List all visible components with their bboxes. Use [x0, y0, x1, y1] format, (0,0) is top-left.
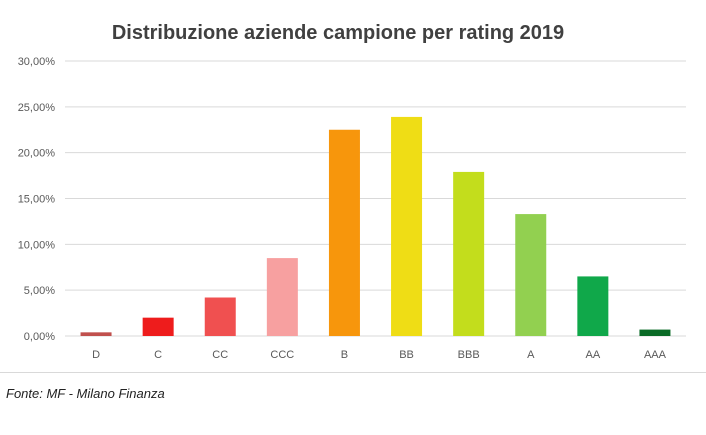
- x-tick-label: A: [527, 349, 535, 361]
- bar-aaa: [639, 329, 671, 336]
- gridlines: [65, 60, 686, 337]
- bar-c: [142, 317, 174, 336]
- chart-title: Distribuzione aziende campione per ratin…: [112, 22, 564, 44]
- y-tick-label: 20,00%: [18, 148, 56, 160]
- bar-bbb: [453, 171, 485, 336]
- bar-aa: [577, 276, 609, 336]
- source-note: Fonte: MF - Milano Finanza: [6, 386, 165, 401]
- x-axis-ticks: D C CC CCC B BB BBB A AA AAA: [92, 349, 667, 361]
- x-tick-label: BBB: [458, 349, 480, 361]
- y-tick-label: 10,00%: [18, 239, 56, 251]
- y-tick-label: 15,00%: [18, 194, 56, 206]
- y-tick-label: 30,00%: [18, 56, 56, 68]
- bar-bb: [391, 116, 423, 337]
- y-tick-label: 0,00%: [24, 331, 55, 343]
- chart-frame: Distribuzione aziende campione per ratin…: [0, 22, 706, 373]
- x-tick-label: AA: [586, 349, 601, 361]
- x-tick-label: CC: [212, 349, 228, 361]
- bar-b: [328, 129, 360, 336]
- x-tick-label: C: [154, 349, 162, 361]
- bar-d: [80, 332, 112, 336]
- x-tick-label: B: [341, 349, 348, 361]
- bar-cc: [204, 297, 236, 336]
- bar-chart: Distribuzione aziende campione per ratin…: [18, 22, 686, 361]
- y-tick-label: 5,00%: [24, 285, 55, 297]
- bar-a: [515, 214, 547, 336]
- x-tick-label: CCC: [270, 349, 294, 361]
- x-tick-label: AAA: [644, 349, 667, 361]
- y-axis-ticks: 0,00% 5,00% 10,00% 15,00% 20,00% 25,00% 30,00%: [18, 56, 56, 343]
- x-tick-label: BB: [399, 349, 414, 361]
- bars: [80, 116, 671, 337]
- bar-ccc: [266, 258, 298, 336]
- y-tick-label: 25,00%: [18, 102, 56, 114]
- x-tick-label: D: [92, 349, 100, 361]
